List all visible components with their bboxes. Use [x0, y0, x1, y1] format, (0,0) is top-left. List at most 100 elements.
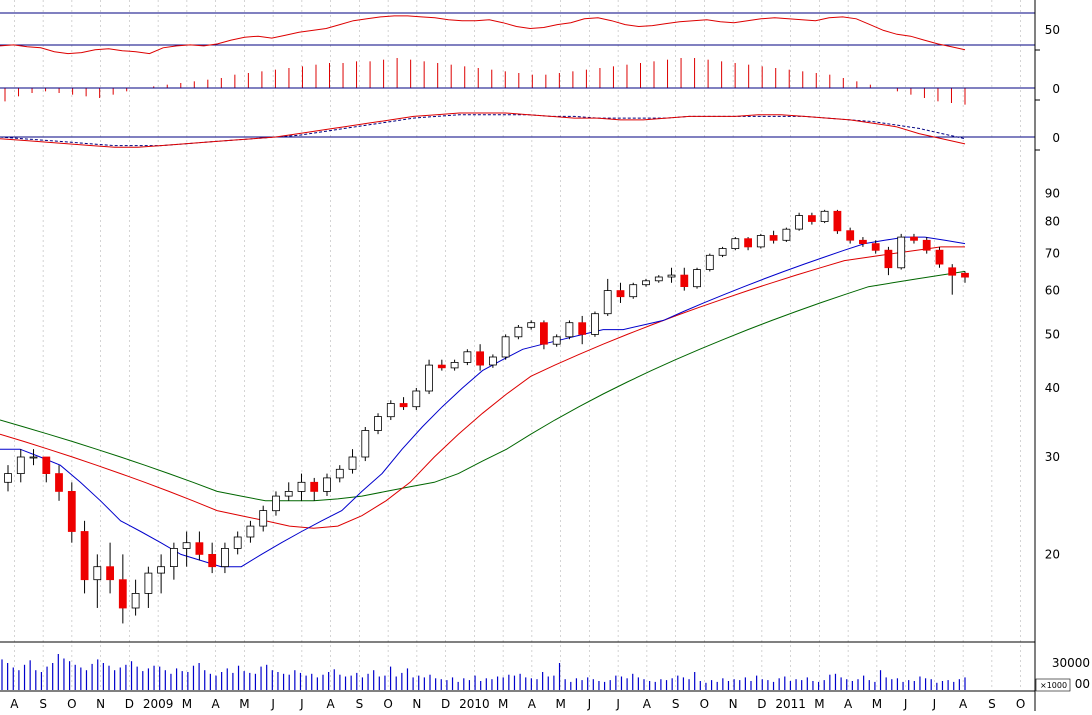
candle-body	[654, 276, 663, 282]
candle-body	[106, 566, 114, 581]
candle	[374, 413, 382, 435]
candle	[425, 359, 434, 395]
candle-body	[16, 456, 25, 475]
candle-body	[476, 351, 485, 366]
candle-body	[565, 322, 574, 338]
candle	[361, 426, 370, 462]
candle	[106, 542, 114, 594]
candle	[118, 554, 127, 624]
candle	[488, 354, 497, 368]
x-tick-label: M	[814, 697, 824, 711]
candle	[680, 267, 689, 291]
x-tick-label: M	[239, 697, 249, 711]
price-axis-ticks: 90 80 70 60 50 40 30 20	[1045, 186, 1060, 561]
candle	[910, 233, 918, 244]
candle	[386, 400, 395, 421]
candle-body	[961, 272, 969, 278]
candle-body	[386, 403, 395, 418]
candle	[29, 449, 38, 466]
candle-body	[233, 536, 242, 549]
price-tick-label: 70	[1045, 247, 1060, 261]
candle-body	[463, 351, 472, 363]
candle	[769, 230, 778, 244]
candle-body	[693, 269, 701, 288]
x-tick-label: M	[498, 697, 508, 711]
panel-frame	[0, 0, 1040, 711]
candle	[93, 554, 102, 608]
candle	[272, 491, 280, 516]
candle-body	[399, 403, 408, 408]
candle-body	[284, 490, 293, 497]
x-tick-label: S	[39, 697, 47, 711]
candle	[208, 542, 217, 574]
candle-body	[603, 290, 612, 315]
x-tick-label: A	[327, 697, 336, 711]
candle-body	[527, 322, 536, 328]
candle-body	[55, 473, 63, 492]
x-tick-label: N	[96, 697, 105, 711]
candle	[463, 349, 472, 366]
candle	[552, 334, 561, 347]
candle-body	[833, 210, 842, 232]
candle	[182, 531, 191, 567]
candle-body	[246, 525, 255, 538]
candle-body	[782, 228, 791, 241]
candle	[157, 554, 166, 594]
candle	[820, 209, 829, 224]
candle-body	[859, 239, 867, 245]
candle-body	[540, 322, 548, 345]
candle-body	[667, 274, 676, 278]
x-tick-label: J	[903, 697, 908, 711]
candle	[859, 237, 867, 247]
candle-body	[616, 290, 625, 298]
candle	[476, 344, 485, 371]
candle-body	[348, 456, 357, 470]
candle-body	[310, 481, 319, 492]
candle	[501, 334, 510, 360]
x-tick-label: A	[528, 697, 537, 711]
candle	[705, 253, 714, 272]
x-tick-label: D	[125, 697, 134, 711]
candle-body	[374, 416, 382, 431]
x-tick-label: N	[412, 697, 421, 711]
ma-long-line	[0, 270, 966, 502]
histogram-bars	[4, 58, 966, 105]
x-tick-label: J	[615, 697, 620, 711]
candle	[220, 542, 229, 574]
candle-body	[769, 235, 778, 241]
candle-body	[884, 249, 893, 269]
x-tick-label: M	[555, 697, 565, 711]
candle-body	[910, 236, 918, 241]
candle-body	[157, 566, 166, 574]
candle	[437, 359, 446, 371]
candle	[846, 227, 855, 244]
x-tick-label: 2009	[143, 697, 174, 711]
candle-body	[922, 239, 931, 251]
candle	[67, 482, 76, 543]
candle-body	[808, 215, 816, 222]
candle-body	[501, 336, 510, 358]
macd-line	[0, 112, 966, 148]
candle	[42, 456, 51, 483]
candle-body	[578, 322, 587, 335]
candle	[55, 465, 63, 501]
price-tick-label: 40	[1045, 381, 1060, 395]
candle-body	[412, 390, 421, 408]
x-tick-label: D	[757, 697, 766, 711]
candle-body	[731, 238, 740, 249]
candle-body	[488, 356, 497, 366]
candle	[578, 315, 587, 345]
candle-body	[756, 235, 765, 248]
price-tick-label: 60	[1045, 284, 1060, 298]
x-tick-label: O	[1016, 697, 1025, 711]
candle	[795, 212, 803, 231]
candle-body	[335, 468, 344, 479]
candle	[897, 233, 906, 270]
candle-body	[169, 548, 178, 568]
candle	[144, 566, 153, 608]
candle-body	[795, 215, 803, 230]
x-tick-label: A	[212, 697, 221, 711]
candle	[693, 267, 701, 289]
candle-body	[897, 236, 906, 269]
histogram-panel: 0	[0, 58, 1060, 105]
